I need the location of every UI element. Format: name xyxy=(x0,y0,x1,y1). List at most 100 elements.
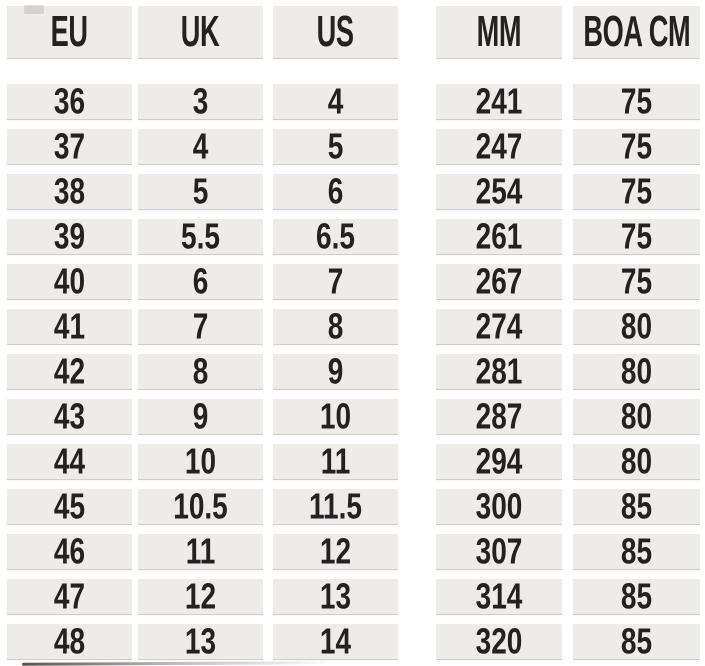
table-row: 47 12 13 314 85 xyxy=(7,576,700,616)
cell-mm: 261 xyxy=(436,218,562,254)
table-row: 45 10.5 11.5 300 85 xyxy=(7,486,700,526)
header-cell-mm-label: MM xyxy=(476,7,522,57)
cell-mm: 294 xyxy=(436,443,562,479)
cell-boa-cm: 75 xyxy=(573,81,700,121)
cell-mm: 281 xyxy=(436,351,562,391)
cell-uk-label: 10.5 xyxy=(173,486,228,526)
header-cell-eu-label: EU xyxy=(50,7,88,57)
cell-mm: 287 xyxy=(436,396,562,436)
cell-us: 7 xyxy=(273,261,398,301)
header-cell-uk-label: UK xyxy=(181,7,220,57)
table-row: 40 6 7 267 75 xyxy=(7,261,700,301)
cell-us-label: 6 xyxy=(327,171,344,211)
table-row: 44 10 11 294 80 xyxy=(7,441,700,481)
cell-boa-cm-label: 75 xyxy=(620,171,653,211)
cell-eu-label: 46 xyxy=(53,531,86,571)
cell-us: 12 xyxy=(273,531,398,571)
cell-uk: 10.5 xyxy=(138,486,263,526)
cell-eu-label: 47 xyxy=(53,576,86,616)
cell-eu: 39 xyxy=(7,216,132,256)
cell-eu-label: 39 xyxy=(53,216,86,256)
cell-us-label: 11 xyxy=(320,441,351,481)
cell-us: 5 xyxy=(273,128,398,164)
cell-eu-label: 38 xyxy=(53,171,86,211)
cell-eu: 46 xyxy=(7,531,132,571)
cell-mm-label: 287 xyxy=(475,396,523,436)
table-row: 37 4 5 247 75 xyxy=(7,126,700,166)
table-row: 46 11 12 307 85 xyxy=(7,531,700,571)
cell-eu: 44 xyxy=(7,443,132,479)
cell-boa-cm-label: 75 xyxy=(620,81,653,121)
table-row: 39 5.5 6.5 261 75 xyxy=(7,216,700,256)
cell-uk: 5 xyxy=(138,171,263,211)
cell-us: 4 xyxy=(273,83,398,119)
cell-uk: 13 xyxy=(138,621,263,661)
cell-uk: 9 xyxy=(138,396,263,436)
cell-mm: 254 xyxy=(436,171,562,211)
header-cell-us-label: US xyxy=(316,7,354,57)
cell-uk: 6 xyxy=(138,263,263,299)
cell-mm-label: 320 xyxy=(475,621,523,661)
cell-mm: 320 xyxy=(436,621,562,661)
cell-uk-label: 5.5 xyxy=(181,216,220,256)
cell-uk-label: 13 xyxy=(184,621,217,661)
cell-eu: 47 xyxy=(7,576,132,616)
cell-boa-cm-label: 80 xyxy=(620,396,653,436)
cell-uk-label: 3 xyxy=(192,81,209,121)
cell-us: 6.5 xyxy=(273,216,398,256)
cell-uk: 7 xyxy=(138,308,263,344)
cell-mm: 267 xyxy=(436,263,562,299)
cell-us-label: 12 xyxy=(319,531,352,571)
cell-boa-cm-label: 80 xyxy=(620,441,653,481)
cell-boa-cm: 80 xyxy=(573,351,700,391)
cell-mm-label: 274 xyxy=(475,306,523,346)
cell-us: 10 xyxy=(273,398,398,434)
cell-uk-label: 8 xyxy=(192,351,209,391)
cell-us: 8 xyxy=(273,308,398,344)
cell-us-label: 7 xyxy=(327,261,344,301)
cell-eu-label: 41 xyxy=(53,306,86,346)
cell-uk-label: 5 xyxy=(192,171,209,211)
cell-us: 13 xyxy=(273,576,398,616)
cell-us-label: 13 xyxy=(319,576,352,616)
cell-mm-label: 254 xyxy=(475,171,523,211)
cell-boa-cm: 75 xyxy=(573,126,700,166)
cell-uk: 5.5 xyxy=(138,216,263,256)
scan-artifact xyxy=(24,5,44,14)
header-cell-us: US xyxy=(273,6,398,58)
cell-boa-cm-label: 75 xyxy=(620,126,653,166)
cell-uk-label: 9 xyxy=(192,396,209,436)
cell-us-label: 11.5 xyxy=(309,486,362,526)
cell-eu-label: 40 xyxy=(53,261,86,301)
cell-mm: 241 xyxy=(436,81,562,121)
cell-eu: 36 xyxy=(7,81,132,121)
cell-eu-label: 48 xyxy=(53,621,86,661)
table-row: 36 3 4 241 75 xyxy=(7,81,700,121)
header-cell-uk: UK xyxy=(138,6,263,58)
table-header-row: EU UK US MM BOA CM xyxy=(7,6,700,58)
cell-us-label: 6.5 xyxy=(316,216,355,256)
cell-uk: 4 xyxy=(138,128,263,164)
cell-boa-cm-label: 80 xyxy=(620,351,653,391)
cell-uk: 11 xyxy=(138,533,263,569)
header-cell-boa-cm: BOA CM xyxy=(573,6,700,58)
cell-boa-cm: 85 xyxy=(573,623,700,659)
cell-boa-cm-label: 75 xyxy=(620,216,653,256)
cell-us: 6 xyxy=(273,171,398,211)
cell-us: 11 xyxy=(273,441,398,481)
cell-mm-label: 241 xyxy=(475,81,523,121)
cell-boa-cm: 80 xyxy=(573,306,700,346)
cell-uk: 3 xyxy=(138,81,263,121)
cell-eu: 41 xyxy=(7,306,132,346)
table-row: 38 5 6 254 75 xyxy=(7,171,700,211)
cell-boa-cm: 80 xyxy=(573,441,700,481)
cell-boa-cm-label: 80 xyxy=(620,306,653,346)
cell-mm: 247 xyxy=(436,128,562,164)
cell-mm: 274 xyxy=(436,306,562,346)
table-row: 43 9 10 287 80 xyxy=(7,396,700,436)
cell-eu: 45 xyxy=(7,488,132,524)
cell-mm-label: 281 xyxy=(475,351,523,391)
cell-eu-label: 36 xyxy=(53,81,86,121)
cell-us: 14 xyxy=(273,623,398,659)
